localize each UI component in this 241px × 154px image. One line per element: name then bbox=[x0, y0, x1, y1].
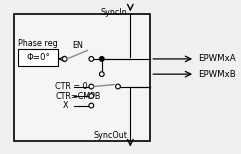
Circle shape bbox=[116, 84, 120, 89]
Text: EN: EN bbox=[73, 41, 83, 50]
Text: SyncOut: SyncOut bbox=[94, 131, 127, 140]
Circle shape bbox=[89, 103, 94, 108]
Text: Φ=0°: Φ=0° bbox=[26, 53, 50, 62]
Circle shape bbox=[89, 84, 94, 89]
Bar bbox=[18, 49, 58, 66]
Text: X: X bbox=[63, 101, 68, 110]
Text: Phase reg: Phase reg bbox=[18, 38, 58, 48]
Circle shape bbox=[99, 72, 104, 77]
Text: EPWMxA: EPWMxA bbox=[198, 54, 235, 63]
Circle shape bbox=[62, 57, 67, 61]
Text: CTR=CMPB: CTR=CMPB bbox=[55, 91, 100, 101]
Text: SyncIn: SyncIn bbox=[101, 8, 127, 17]
Circle shape bbox=[89, 94, 94, 98]
Text: CTR = 0: CTR = 0 bbox=[55, 82, 88, 91]
Text: EPWMxB: EPWMxB bbox=[198, 70, 236, 79]
Circle shape bbox=[99, 57, 104, 61]
Bar bbox=[14, 14, 150, 141]
Circle shape bbox=[89, 57, 94, 61]
